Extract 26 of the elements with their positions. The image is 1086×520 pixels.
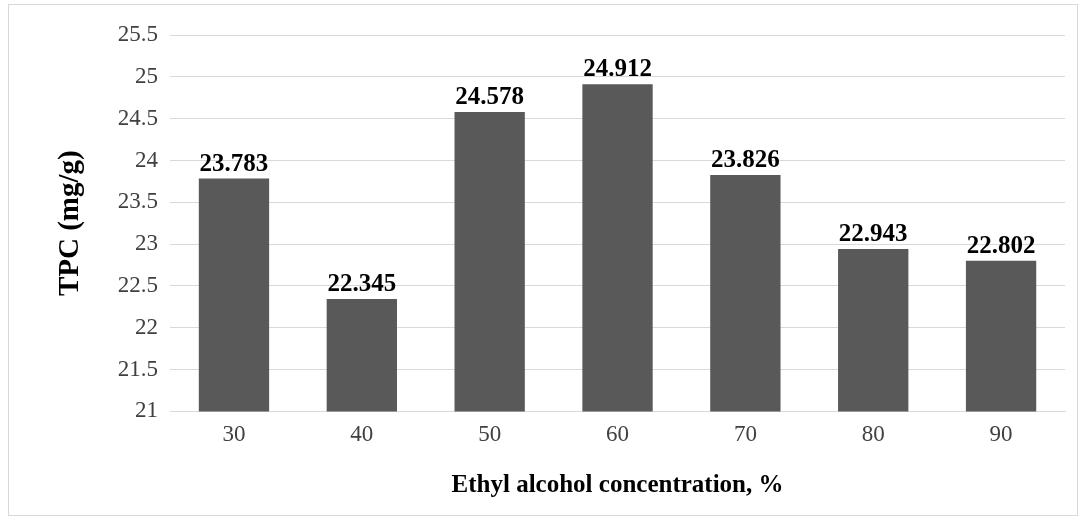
y-tick-label: 24.5 [117,104,159,130]
y-tick-label: 22.5 [117,271,159,297]
y-tick-label: 22 [135,313,159,339]
y-tick-label: 23.5 [117,188,159,214]
data-label: 22.802 [966,230,1036,258]
data-label: 22.345 [327,268,397,296]
x-axis-title: Ethyl alcohol concentration, % [451,470,784,498]
x-tick-label: 50 [478,421,502,447]
y-tick-label: 21 [135,397,159,423]
data-label: 24.912 [583,54,652,82]
x-tick-label: 90 [989,421,1013,447]
y-tick-label: 25.5 [117,21,159,47]
y-tick-label: 24 [135,146,159,172]
x-tick-label: 60 [606,421,630,447]
data-label: 23.783 [199,148,269,176]
data-label: 22.943 [838,218,908,246]
y-tick-label: 21.5 [117,355,159,381]
y-tick-label: 23 [135,230,159,256]
x-tick-label: 40 [350,421,374,447]
x-tick-label: 80 [861,421,885,447]
x-tick-label: 70 [733,421,757,447]
data-label: 24.578 [455,82,525,110]
y-axis-title: TPC (mg/g) [51,150,85,297]
data-label: 23.826 [711,144,780,172]
x-tick-label: 30 [222,421,246,447]
y-tick-label: 25 [135,62,159,88]
